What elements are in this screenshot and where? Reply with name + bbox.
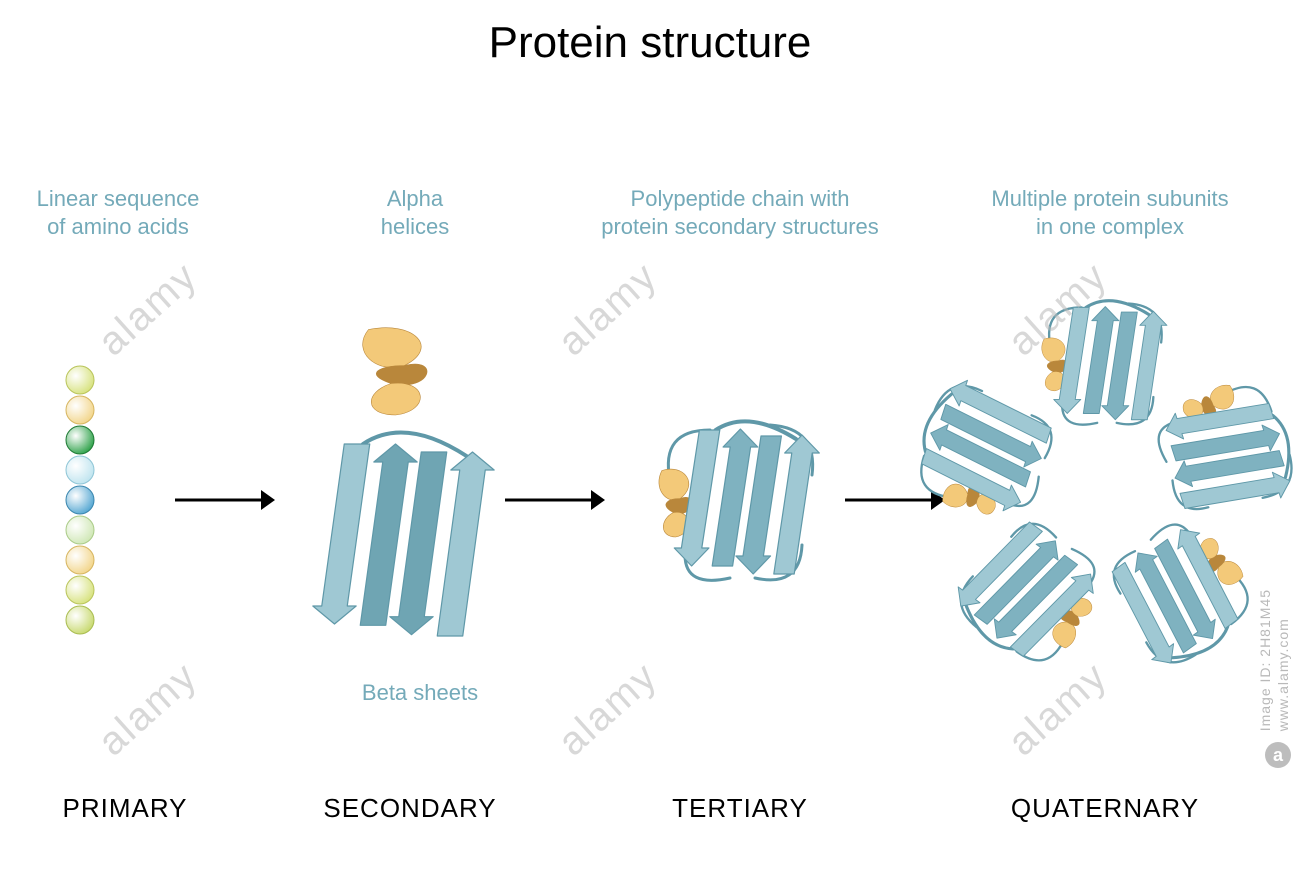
watermark-side: Image ID: 2H81M45 www.alamy.com [1256,589,1292,731]
svg-text:a: a [1273,745,1284,765]
diagram-canvas [0,0,1300,889]
watermark-logo: a [1264,741,1292,769]
